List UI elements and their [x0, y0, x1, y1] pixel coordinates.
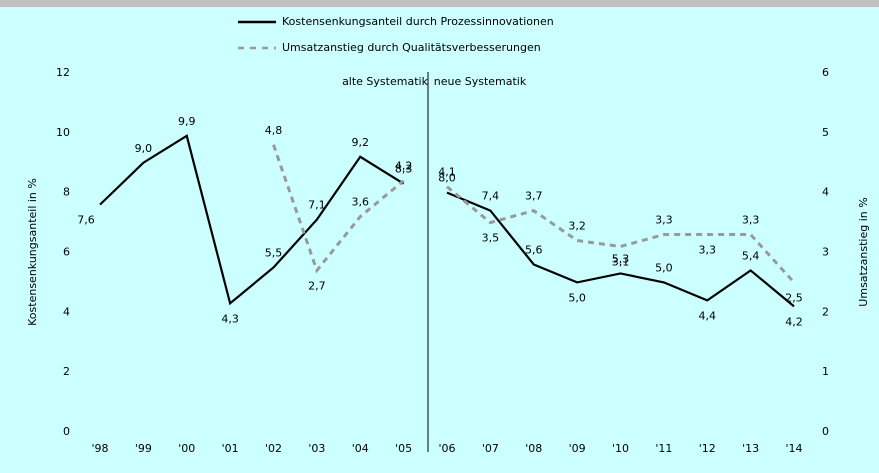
- x-tick-label: '13: [742, 442, 759, 455]
- data-label: 9,2: [352, 136, 370, 149]
- data-label: 7,6: [77, 214, 95, 227]
- data-label: 3,3: [699, 244, 717, 257]
- x-tick-label: '04: [352, 442, 369, 455]
- x-tick-label: '07: [482, 442, 499, 455]
- x-tick-label: '08: [525, 442, 542, 455]
- y2-axis-label: Umsatzanstieg in %: [857, 197, 870, 306]
- data-label: 3,6: [352, 196, 370, 209]
- annotation: alte Systematik: [342, 75, 429, 88]
- data-label: 3,1: [612, 256, 630, 269]
- data-label: 2,5: [785, 291, 803, 304]
- x-tick-label: '99: [135, 442, 152, 455]
- data-label: 4,2: [785, 315, 803, 328]
- data-label: 3,3: [742, 214, 760, 227]
- series-line: [99, 134, 405, 306]
- x-tick-label: '02: [265, 442, 282, 455]
- data-label: 5,6: [525, 243, 543, 256]
- data-label: 5,3: [612, 252, 630, 265]
- y-tick-label: 2: [63, 365, 70, 378]
- y2-tick-label: 4: [822, 186, 829, 199]
- data-label: 3,7: [525, 190, 543, 203]
- y2-tick-label: 1: [822, 365, 829, 378]
- x-tick-label: '09: [569, 442, 586, 455]
- x-tick-label: '03: [308, 442, 325, 455]
- x-tick-label: '11: [655, 442, 672, 455]
- data-label: 4,4: [699, 309, 717, 322]
- data-label: 5,5: [265, 246, 283, 259]
- data-label: 9,0: [135, 142, 153, 155]
- data-label: 7,1: [308, 199, 326, 212]
- series-line: [446, 191, 795, 308]
- y-tick-label: 6: [63, 246, 70, 259]
- data-label: 8,0: [438, 172, 456, 185]
- data-label: 3,3: [655, 214, 673, 227]
- data-label: 4,1: [438, 166, 456, 179]
- x-tick-label: '00: [178, 442, 195, 455]
- x-tick-label: '12: [699, 442, 716, 455]
- y2-tick-label: 0: [822, 425, 829, 438]
- data-label: 2,7: [308, 279, 326, 292]
- y-tick-label: 8: [63, 186, 70, 199]
- top-bar: [0, 0, 879, 7]
- y2-tick-label: 6: [822, 66, 829, 79]
- legend-label: Kostensenkungsanteil durch Prozessinnova…: [282, 15, 554, 28]
- annotation: neue Systematik: [434, 75, 527, 88]
- data-label: 4,3: [221, 312, 239, 325]
- y-tick-label: 4: [63, 305, 70, 318]
- y-tick-label: 0: [63, 425, 70, 438]
- data-label: 9,9: [178, 115, 196, 128]
- data-label: 5,0: [568, 291, 586, 304]
- data-label: 7,4: [482, 190, 500, 203]
- y2-tick-label: 3: [822, 246, 829, 259]
- data-label: 4,2: [395, 160, 413, 173]
- x-tick-label: '14: [785, 442, 802, 455]
- data-label: 8,3: [395, 163, 413, 176]
- series-line: [272, 144, 405, 274]
- y-axis-label: Kostensenkungsanteil in %: [26, 178, 39, 326]
- series-line: [446, 185, 796, 284]
- x-tick-label: '10: [612, 442, 629, 455]
- y2-tick-label: 5: [822, 126, 829, 139]
- data-label: 5,0: [655, 261, 673, 274]
- x-tick-label: '98: [91, 442, 108, 455]
- data-label: 3,5: [482, 232, 500, 245]
- y-tick-label: 12: [56, 66, 70, 79]
- y-tick-label: 10: [56, 126, 70, 139]
- x-tick-label: '01: [222, 442, 239, 455]
- x-tick-label: '06: [438, 442, 455, 455]
- data-label: 5,4: [742, 249, 760, 262]
- data-label: 4,8: [265, 124, 283, 137]
- legend-label: Umsatzanstieg durch Qualitätsverbesserun…: [282, 41, 541, 54]
- x-tick-label: '05: [395, 442, 412, 455]
- data-label: 3,2: [568, 220, 586, 233]
- y2-tick-label: 2: [822, 305, 829, 318]
